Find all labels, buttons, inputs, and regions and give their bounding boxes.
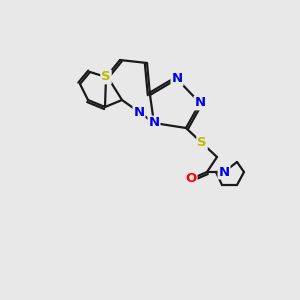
Text: N: N <box>171 73 183 85</box>
Text: O: O <box>185 172 197 185</box>
Text: N: N <box>148 116 160 130</box>
Text: N: N <box>218 166 230 178</box>
Text: S: S <box>101 70 111 83</box>
Text: N: N <box>134 106 145 118</box>
Text: S: S <box>197 136 207 149</box>
Text: N: N <box>194 97 206 110</box>
